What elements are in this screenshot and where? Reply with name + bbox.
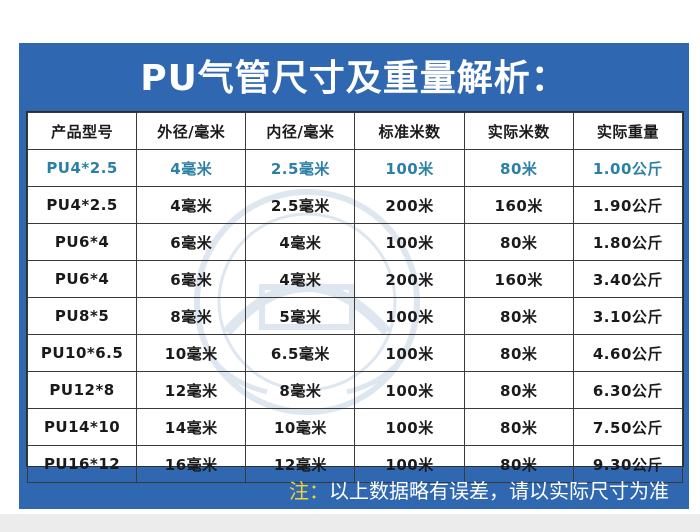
table-cell: 160米	[463, 260, 574, 298]
table-cell: 6毫米	[136, 223, 247, 261]
table-row: PU10*6.5 10毫米 6.5毫米 100米 80米 4.60公斤	[26, 334, 684, 372]
table-cell: 80米	[463, 223, 574, 261]
table-cell: 3.10公斤	[572, 297, 684, 335]
page-title: PU气管尺寸及重量解析：	[140, 58, 568, 99]
table-cell: 6毫米	[136, 260, 247, 298]
column-header: 外径/毫米	[136, 112, 247, 150]
table-cell: PU8*5	[26, 297, 138, 335]
table-header-row: 产品型号 外径/毫米 内径/毫米 标准米数 实际米数 实际重量	[26, 112, 684, 150]
table-cell: 100米	[354, 408, 465, 446]
table-cell: 80米	[463, 149, 574, 187]
table-cell: 3.40公斤	[572, 260, 684, 298]
table-cell: 10毫米	[245, 408, 356, 446]
table-cell: 100米	[354, 371, 465, 409]
table-cell: 1.90公斤	[572, 186, 684, 224]
table-cell: PU12*8	[26, 371, 138, 409]
table-row: PU12*8 12毫米 8毫米 100米 80米 6.30公斤	[26, 371, 684, 409]
column-header: 标准米数	[354, 112, 465, 150]
table-cell: 1.00公斤	[572, 149, 684, 187]
table-cell: 100米	[354, 297, 465, 335]
table-cell: 8毫米	[245, 371, 356, 409]
table-cell: 4毫米	[245, 260, 356, 298]
disclaimer-note: 注：以上数据略有误差，请以实际尺寸为准	[289, 475, 669, 504]
table-cell: 4毫米	[136, 186, 247, 224]
table-cell: 80米	[463, 334, 574, 372]
table-row: PU14*10 14毫米 10毫米 100米 80米 7.50公斤	[26, 408, 684, 446]
table-cell: 9.30公斤	[572, 445, 684, 483]
table-cell: 1.80公斤	[572, 223, 684, 261]
size-weight-table-container: 产品型号 外径/毫米 内径/毫米 标准米数 实际米数 实际重量 PU4*2.5 …	[26, 111, 684, 483]
info-panel: PU气管尺寸及重量解析： 产品型号 外径/毫米 内径/毫米 标准米数 实际米数 …	[19, 43, 689, 509]
table-cell: 8毫米	[136, 297, 247, 335]
table-cell: 10毫米	[136, 334, 247, 372]
table-cell: PU6*4	[26, 223, 138, 261]
table-cell: 2.5毫米	[245, 149, 356, 187]
table-cell: 100米	[354, 149, 465, 187]
table-cell: PU10*6.5	[26, 334, 138, 372]
column-header: 实际米数	[463, 112, 574, 150]
table-cell: 7.50公斤	[572, 408, 684, 446]
table-row: PU4*2.5 4毫米 2.5毫米 200米 160米 1.90公斤	[26, 186, 684, 224]
table-cell: 200米	[354, 260, 465, 298]
table-cell: PU14*10	[26, 408, 138, 446]
table-cell: 80米	[463, 445, 574, 483]
table-cell: PU16*12	[26, 445, 138, 483]
table-row: PU4*2.5 4毫米 2.5毫米 100米 80米 1.00公斤	[26, 149, 684, 187]
table-cell: 5毫米	[245, 297, 356, 335]
note-label: 注：	[289, 479, 329, 503]
column-header: 内径/毫米	[245, 112, 356, 150]
table-cell: PU6*4	[26, 260, 138, 298]
table-cell: 12毫米	[245, 445, 356, 483]
bottom-strip	[0, 514, 700, 532]
table-cell: PU4*2.5	[26, 149, 138, 187]
note-text: 以上数据略有误差，请以实际尺寸为准	[329, 479, 669, 503]
table-cell: 16毫米	[136, 445, 247, 483]
column-header: 实际重量	[572, 112, 684, 150]
table-row: PU6*4 6毫米 4毫米 200米 160米 3.40公斤	[26, 260, 684, 298]
table-cell: 6.5毫米	[245, 334, 356, 372]
table-cell: 200米	[354, 186, 465, 224]
table-cell: 100米	[354, 445, 465, 483]
column-header: 产品型号	[26, 112, 138, 150]
table-cell: 160米	[463, 186, 574, 224]
table-cell: 100米	[354, 223, 465, 261]
table-cell: 80米	[463, 408, 574, 446]
table-cell: 4.60公斤	[572, 334, 684, 372]
table-cell: 14毫米	[136, 408, 247, 446]
size-weight-table: 产品型号 外径/毫米 内径/毫米 标准米数 实际米数 实际重量 PU4*2.5 …	[26, 112, 684, 483]
table-cell: 12毫米	[136, 371, 247, 409]
table-row: PU16*12 16毫米 12毫米 100米 80米 9.30公斤	[26, 445, 684, 483]
table-row: PU6*4 6毫米 4毫米 100米 80米 1.80公斤	[26, 223, 684, 261]
table-row: PU8*5 8毫米 5毫米 100米 80米 3.10公斤	[26, 297, 684, 335]
table-cell: 2.5毫米	[245, 186, 356, 224]
table-cell: 4毫米	[245, 223, 356, 261]
table-cell: 6.30公斤	[572, 371, 684, 409]
table-cell: PU4*2.5	[26, 186, 138, 224]
table-cell: 4毫米	[136, 149, 247, 187]
table-cell: 80米	[463, 297, 574, 335]
table-cell: 80米	[463, 371, 574, 409]
table-cell: 100米	[354, 334, 465, 372]
